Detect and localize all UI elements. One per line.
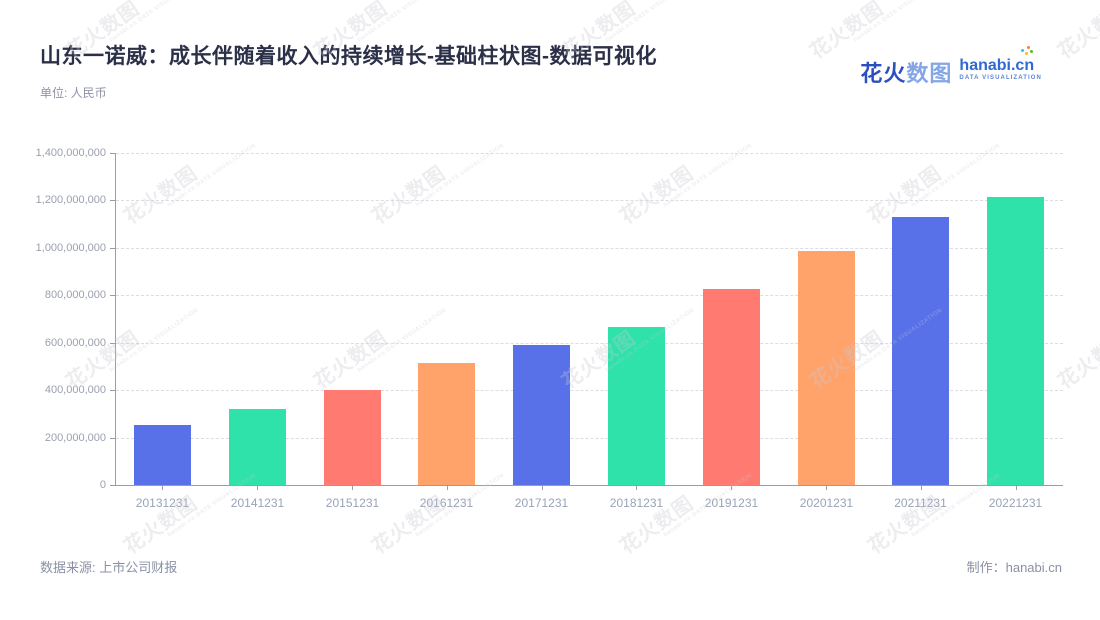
y-axis-tick bbox=[110, 485, 115, 486]
y-axis-tick-label: 1,400,000,000 bbox=[35, 147, 106, 159]
y-axis-tick-label: 800,000,000 bbox=[44, 289, 106, 301]
y-axis-tick-label: 1,000,000,000 bbox=[35, 242, 106, 254]
bar-20161231[interactable] bbox=[418, 363, 475, 485]
x-axis-tick-label: 20141231 bbox=[230, 496, 285, 510]
bar-20151231[interactable] bbox=[324, 390, 381, 485]
y-axis-tick bbox=[110, 438, 115, 439]
x-axis-line bbox=[115, 485, 1063, 486]
x-axis-tick bbox=[352, 485, 353, 490]
x-axis-tick-label: 20161231 bbox=[419, 496, 474, 510]
x-axis-tick-label: 20201231 bbox=[799, 496, 854, 510]
y-axis-tick bbox=[110, 343, 115, 344]
hanabi-logo: 花火 数图 hanabi.cn DATA VISUALIZATION bbox=[860, 52, 1042, 88]
gridline bbox=[116, 343, 1063, 344]
y-axis-tick-label: 600,000,000 bbox=[44, 337, 106, 349]
bar-20141231[interactable] bbox=[229, 409, 286, 485]
gridline bbox=[116, 390, 1063, 391]
x-axis-tick bbox=[1016, 485, 1017, 490]
x-axis-tick bbox=[542, 485, 543, 490]
bar-20181231[interactable] bbox=[608, 327, 665, 485]
gridline bbox=[116, 153, 1063, 154]
bar-20201231[interactable] bbox=[798, 251, 855, 485]
unit-label: 单位: 人民币 bbox=[40, 86, 107, 100]
x-axis-tick bbox=[162, 485, 163, 490]
x-axis-tick bbox=[636, 485, 637, 490]
logo-tagline: DATA VISUALIZATION bbox=[959, 75, 1042, 81]
bar-20211231[interactable] bbox=[892, 217, 949, 485]
gridline bbox=[116, 248, 1063, 249]
y-axis-tick-label: 400,000,000 bbox=[44, 384, 106, 396]
y-axis-tick bbox=[110, 248, 115, 249]
gridline bbox=[116, 200, 1063, 201]
x-axis-tick bbox=[447, 485, 448, 490]
logo-en-block: hanabi.cn DATA VISUALIZATION bbox=[959, 52, 1042, 81]
x-axis-tick bbox=[826, 485, 827, 490]
x-axis-tick-label: 20181231 bbox=[609, 496, 664, 510]
page-title: 山东一诺威：成长伴随着收入的持续增长-基础柱状图-数据可视化 bbox=[40, 45, 657, 68]
y-axis-tick bbox=[110, 295, 115, 296]
x-axis-tick bbox=[257, 485, 258, 490]
x-axis-tick-label: 20211231 bbox=[894, 496, 947, 510]
gridline bbox=[116, 295, 1063, 296]
y-axis-line bbox=[115, 153, 116, 485]
y-axis-tick-label: 1,200,000,000 bbox=[35, 194, 106, 206]
logo-text-hanabi: hanabi.cn bbox=[959, 57, 1035, 74]
bar-20191231[interactable] bbox=[703, 289, 760, 485]
logo-sparkle-icon bbox=[1025, 52, 1028, 55]
gridline bbox=[116, 438, 1063, 439]
y-axis-labels: 1,400,000,000 1,200,000,000 1,000,000,000 8… bbox=[0, 147, 106, 491]
plot-area bbox=[110, 153, 1063, 490]
x-axis-tick-label: 20171231 bbox=[514, 496, 569, 510]
x-axis-tick-label: 20191231 bbox=[704, 496, 759, 510]
logo-text-shutu: 数图 bbox=[906, 61, 953, 86]
bar-20171231[interactable] bbox=[513, 345, 570, 485]
x-axis-tick bbox=[921, 485, 922, 490]
credit: 制作：hanabi.cn bbox=[966, 560, 1062, 575]
x-axis-tick bbox=[731, 485, 732, 490]
logo-text-huahuo: 花火 bbox=[860, 61, 907, 86]
data-source: 数据来源: 上市公司财报 bbox=[40, 560, 178, 575]
x-axis-tick-label: 20151231 bbox=[325, 496, 380, 510]
bar-20131231[interactable] bbox=[134, 425, 191, 485]
y-axis-tick bbox=[110, 390, 115, 391]
y-axis-tick bbox=[110, 200, 115, 201]
x-axis-tick-label: 20221231 bbox=[988, 496, 1043, 510]
x-axis-labels: 20131231 20141231 20151231 20161231 20171231… bbox=[115, 496, 1063, 512]
y-axis-tick-label: 0 bbox=[99, 479, 106, 491]
x-axis-tick-label: 20131231 bbox=[135, 496, 190, 510]
y-axis-tick bbox=[110, 153, 115, 154]
y-axis-tick-label: 200,000,000 bbox=[44, 432, 106, 444]
bar-20221231[interactable] bbox=[987, 197, 1044, 485]
